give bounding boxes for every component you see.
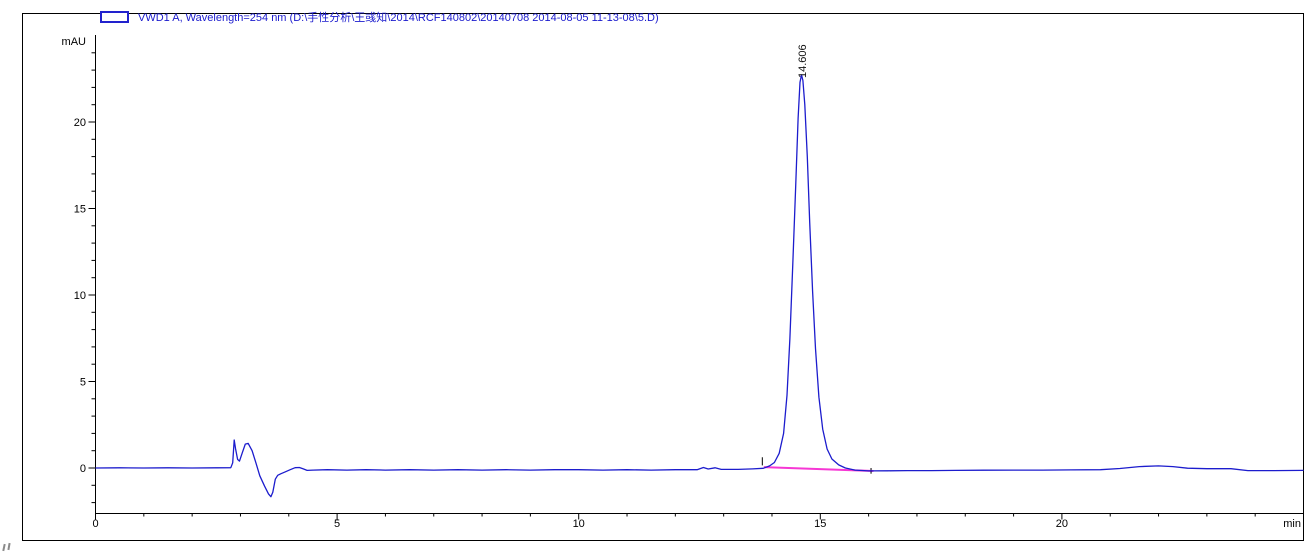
x-axis-unit-label: min xyxy=(1283,518,1301,530)
legend-label: VWD1 A, Wavelength=254 nm (D:\手性分析\王彧知\2… xyxy=(138,12,659,24)
x-axis-tick-label: 5 xyxy=(334,518,340,530)
x-axis-tick-label: 20 xyxy=(1056,518,1068,530)
y-axis-tick-label: 5 xyxy=(80,377,86,389)
legend: VWD1 A, Wavelength=254 nm (D:\手性分析\王彧知\2… xyxy=(100,10,659,24)
corner-artifact xyxy=(2,542,14,552)
plot-border xyxy=(22,13,1304,541)
y-axis-tick-label: 10 xyxy=(74,290,86,302)
signal-trace xyxy=(95,74,1304,498)
y-axis-tick-label: 0 xyxy=(80,463,86,475)
x-axis-tick-label: 0 xyxy=(92,518,98,530)
y-axis-unit-label: mAU xyxy=(62,36,87,48)
legend-swatch-icon xyxy=(100,11,129,23)
x-axis-tick-label: 10 xyxy=(573,518,585,530)
x-axis-tick-label: 15 xyxy=(814,518,826,530)
peak-retention-time-label: 14.606 xyxy=(797,44,809,78)
y-axis-tick-label: 15 xyxy=(74,204,86,216)
y-axis-tick-label: 20 xyxy=(74,117,86,129)
